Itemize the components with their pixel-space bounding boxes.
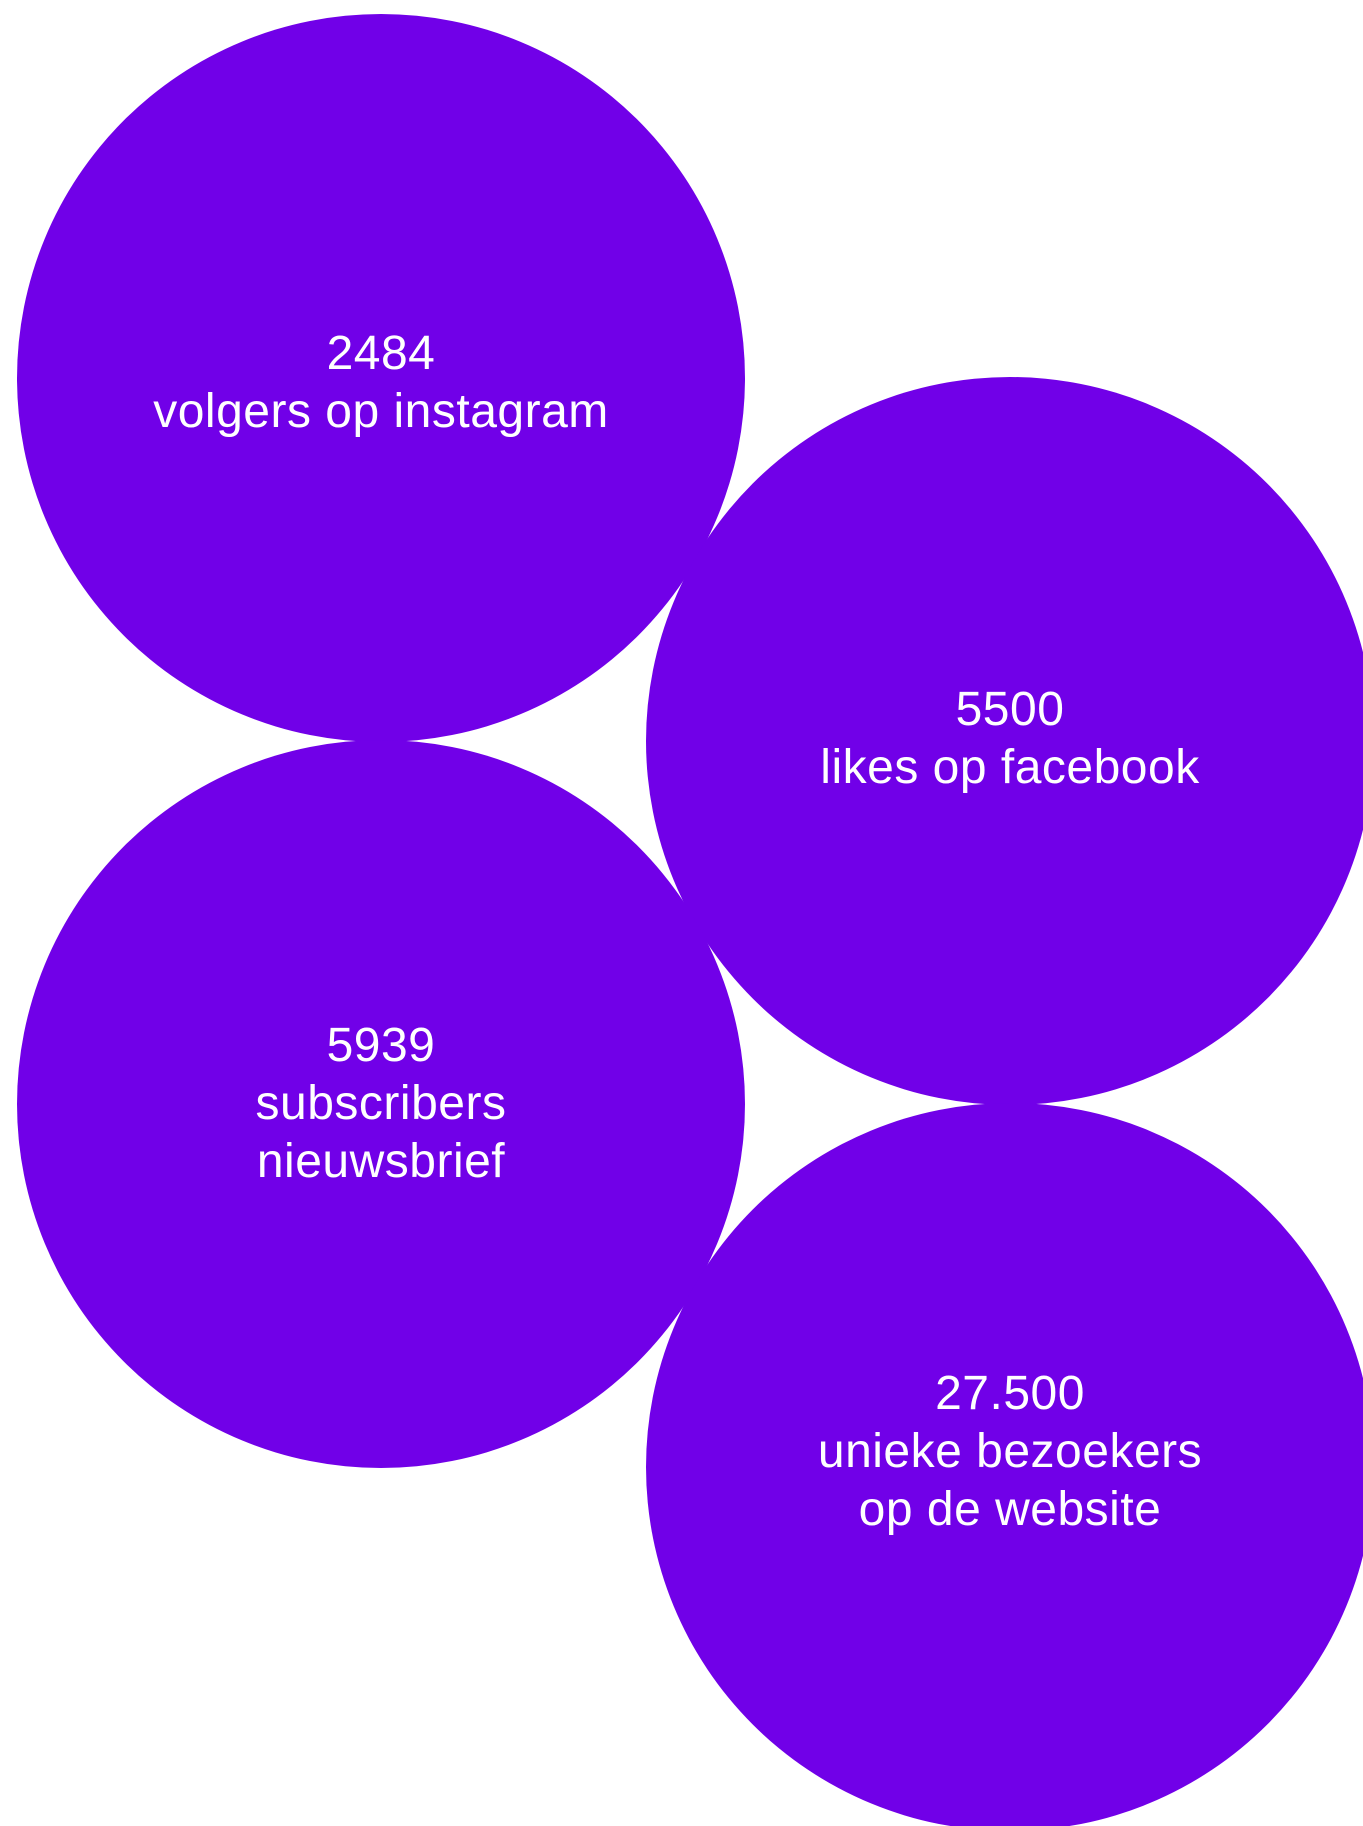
stat-bubble-facebook: 5500 likes op facebook	[646, 377, 1363, 1105]
stat-value: 27.500	[935, 1367, 1085, 1420]
stat-label-line: volgers op instagram	[153, 385, 609, 438]
stat-bubble-instagram: 2484 volgers op instagram	[17, 14, 745, 742]
stat-label-line: op de website	[858, 1483, 1162, 1536]
stat-value: 5939	[326, 1019, 436, 1072]
stat-text: 2484 volgers op instagram	[153, 325, 609, 441]
stat-text: 27.500 unieke bezoekers op de website	[818, 1365, 1202, 1539]
stat-text: 5939 subscribers nieuwsbrief	[256, 1017, 507, 1191]
stat-label-line: likes op facebook	[820, 740, 1200, 794]
stat-label-line: nieuwsbrief	[256, 1135, 506, 1188]
stat-bubble-newsletter: 5939 subscribers nieuwsbrief	[17, 740, 745, 1468]
stat-value: 2484	[326, 327, 436, 380]
stat-bubble-website: 27.500 unieke bezoekers op de website	[646, 1103, 1363, 1826]
stat-text: 5500 likes op facebook	[820, 681, 1199, 797]
stat-value: 5500	[955, 682, 1065, 736]
stat-label-line: unieke bezoekers	[817, 1425, 1203, 1478]
stat-label-line: subscribers	[255, 1077, 507, 1130]
